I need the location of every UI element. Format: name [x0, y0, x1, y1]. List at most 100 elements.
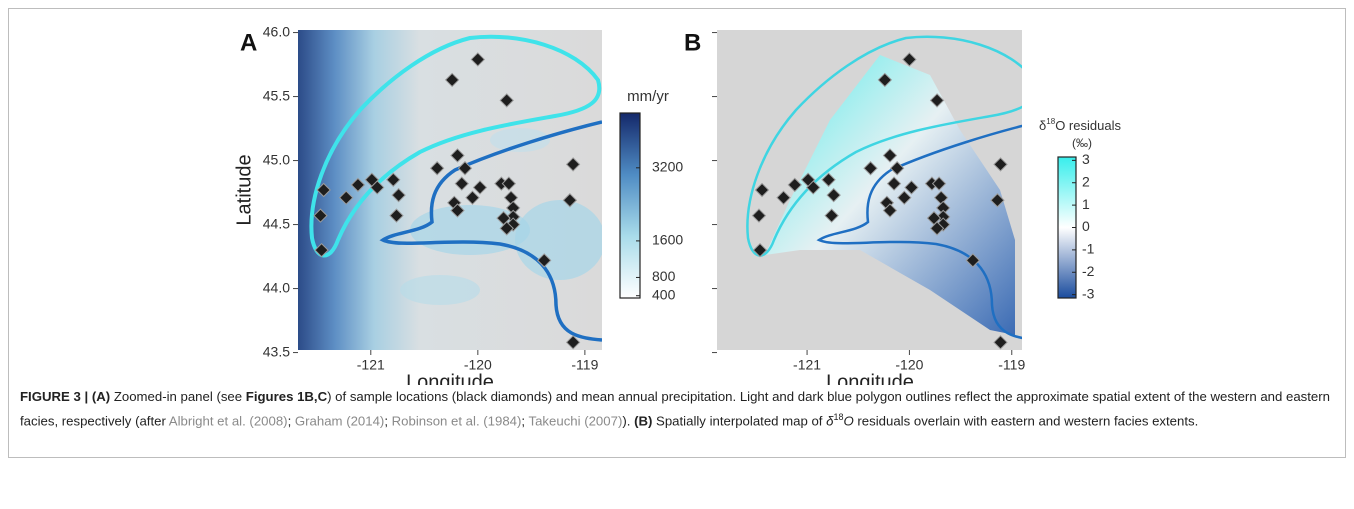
- figure: A B Longitude Longitude Latitude mm/yr δ…: [233, 23, 1121, 385]
- y-tick-label: 44.0: [263, 279, 290, 295]
- panel-label: A: [240, 29, 257, 56]
- caption-text: Spatially interpolated map of: [652, 413, 827, 429]
- colorbar-title: mm/yr: [627, 88, 669, 105]
- caption-label: (B): [634, 413, 653, 429]
- x-axis-label: Longitude: [406, 371, 494, 385]
- caption: FIGURE 3 | (A) Zoomed-in panel (see Figu…: [20, 386, 1336, 431]
- colorbar-title: δ18O residuals: [1039, 117, 1121, 133]
- sample-marker: [931, 176, 947, 191]
- colorbar-tick-label: 3200: [652, 159, 683, 175]
- caption-text: ;: [384, 413, 392, 429]
- citation[interactable]: Takeuchi (2007): [528, 413, 623, 429]
- colorbar-tick-label: -3: [1082, 285, 1095, 301]
- sample-marker: [501, 176, 517, 191]
- sample-marker: [450, 148, 465, 163]
- sample-marker: [565, 157, 581, 172]
- sample-marker: [364, 172, 380, 187]
- sample-marker: [993, 335, 1008, 350]
- colorbar-tick-label: 0: [1082, 218, 1090, 234]
- sample-marker: [386, 172, 401, 187]
- colorbar-tick-label: 1600: [652, 232, 683, 248]
- x-axis-label: Longitude: [826, 371, 914, 385]
- sample-marker: [824, 208, 839, 223]
- caption-symbol: δ: [826, 413, 834, 429]
- sample-marker: [882, 203, 898, 218]
- sample-marker: [776, 190, 791, 205]
- sample-marker: [450, 203, 465, 218]
- citation[interactable]: Albright et al. (2008): [168, 413, 288, 429]
- colorbar-tick-label: -1: [1082, 241, 1095, 257]
- x-tick-label: -120: [895, 357, 923, 373]
- title-part: δ: [1039, 118, 1046, 133]
- sample-marker: [754, 182, 770, 198]
- sample-marker: [877, 72, 893, 88]
- caption-ref: Figures 1B,C: [245, 389, 328, 404]
- colorbar-tick-label: 400: [652, 286, 676, 302]
- colorbar-unit: (‰): [1072, 136, 1092, 150]
- y-axis-label: Latitude: [233, 154, 255, 225]
- sample-marker: [470, 52, 486, 67]
- caption-sup: 18: [833, 412, 844, 422]
- title-sup: 18: [1046, 117, 1055, 126]
- y-tick-label: 43.5: [263, 343, 290, 359]
- sample-marker: [562, 193, 578, 208]
- y-tick-label: 45.5: [263, 87, 290, 103]
- sample-marker: [889, 161, 905, 176]
- sample-marker: [787, 177, 802, 193]
- sample-marker: [990, 193, 1005, 208]
- panel-label: B: [684, 29, 701, 56]
- citation[interactable]: Robinson et al. (1984): [391, 413, 522, 429]
- sample-marker: [897, 190, 912, 205]
- sample-marker: [350, 177, 366, 193]
- caption-text: Zoomed-in panel (see: [110, 389, 246, 404]
- x-tick-label: -119: [998, 357, 1025, 373]
- caption-text: ;: [521, 413, 529, 429]
- x-tick-label: -120: [464, 357, 492, 373]
- caption-text: ) of sample locations (black diamonds) a…: [20, 389, 1330, 429]
- sample-marker: [316, 182, 331, 198]
- sample-marker: [902, 52, 917, 67]
- sample-marker: [457, 161, 473, 176]
- sample-marker: [752, 242, 768, 258]
- x-tick-label: -121: [793, 357, 821, 373]
- y-tick-label: 46.0: [263, 23, 290, 39]
- sample-marker: [886, 176, 902, 191]
- colorbar-tick-label: 2: [1082, 173, 1090, 189]
- sample-marker: [465, 190, 480, 205]
- title-part: O residuals: [1055, 118, 1121, 133]
- sample-marker: [499, 93, 514, 108]
- sample-marker: [389, 208, 404, 223]
- caption-symbol: O: [843, 413, 854, 429]
- caption-text: ;: [287, 413, 295, 429]
- x-tick-label: -121: [357, 357, 385, 373]
- sample-marker: [863, 161, 878, 176]
- sample-marker: [800, 172, 816, 187]
- sample-marker: [536, 253, 552, 268]
- sample-marker: [313, 208, 328, 223]
- sample-marker: [391, 187, 406, 203]
- sample-marker: [882, 148, 898, 163]
- sample-marker: [444, 72, 460, 88]
- sample-marker: [338, 190, 354, 205]
- caption-text: residuals overlain with eastern and west…: [853, 413, 1199, 429]
- sample-marker: [904, 180, 919, 195]
- sample-marker: [472, 180, 488, 195]
- sample-marker: [929, 221, 945, 236]
- sample-marker: [965, 253, 981, 268]
- sample-marker: [821, 172, 836, 187]
- caption-text: ).: [622, 413, 635, 429]
- citation[interactable]: Graham (2014): [294, 413, 385, 429]
- sample-marker: [499, 221, 514, 236]
- sample-marker: [993, 157, 1008, 172]
- sample-marker: [826, 187, 841, 203]
- sample-marker: [751, 208, 767, 223]
- colorbar-tick-label: 800: [652, 268, 676, 284]
- figure-frame: [8, 8, 1346, 458]
- y-tick-label: 44.5: [263, 215, 290, 231]
- sample-marker: [314, 242, 329, 258]
- caption-label: FIGURE 3 | (A): [20, 389, 111, 404]
- sample-marker: [565, 335, 581, 350]
- x-tick-label: -119: [571, 357, 598, 373]
- sample-marker: [454, 176, 469, 191]
- colorbar-tick-label: -2: [1082, 263, 1095, 279]
